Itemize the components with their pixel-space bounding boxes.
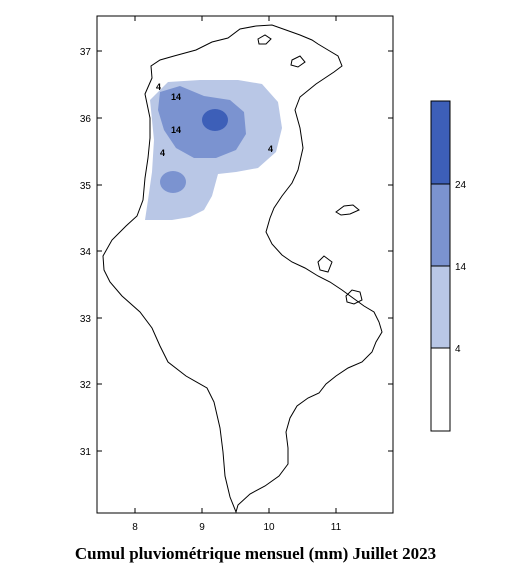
zone-14-24mm: [158, 86, 246, 158]
contour-label: 4: [160, 148, 165, 158]
y-tick-label: 33: [80, 314, 92, 325]
contour-label: 4: [268, 144, 273, 154]
contour-label: 14: [171, 92, 181, 102]
gulf-of-tunis-lake: [290, 55, 306, 68]
map-frame: [96, 15, 394, 514]
rainfall-zones: [145, 80, 282, 220]
bizerte-lake: [257, 34, 272, 45]
legend-swatch-over-24: [431, 101, 450, 184]
legend-label: 14: [455, 262, 467, 273]
kerkennah-islands: [335, 204, 360, 216]
x-tick-label: 8: [132, 522, 138, 533]
x-axis: [134, 16, 337, 513]
legend-label: 24: [455, 180, 467, 191]
y-tick-label: 36: [80, 114, 92, 125]
legend-swatch-under-4: [431, 348, 450, 431]
x-tick-label: 10: [263, 522, 275, 533]
djerba-island: [345, 289, 363, 305]
color-legend: 24 14 4: [430, 100, 467, 432]
y-axis: [97, 50, 393, 452]
contour-label: 4: [156, 82, 161, 92]
y-tick-label: 35: [80, 181, 92, 192]
legend-swatch-14-24: [431, 184, 450, 266]
country-border: [102, 24, 383, 514]
x-tick-label: 9: [199, 522, 205, 533]
y-tick-label: 32: [80, 380, 92, 391]
zone-14-24mm-south: [160, 171, 186, 193]
legend-label: 4: [455, 344, 461, 355]
zone-over-24mm: [202, 109, 228, 131]
x-tick-label: 11: [331, 522, 342, 533]
legend-swatch-4-14: [431, 266, 450, 348]
contour-label: 14: [171, 125, 181, 135]
map-caption: Cumul pluviométrique mensuel (mm) Juille…: [74, 544, 437, 563]
y-tick-label: 37: [80, 47, 92, 58]
y-tick-label: 31: [80, 447, 92, 458]
y-tick-label: 34: [80, 247, 92, 258]
chott-detail: [317, 255, 333, 273]
